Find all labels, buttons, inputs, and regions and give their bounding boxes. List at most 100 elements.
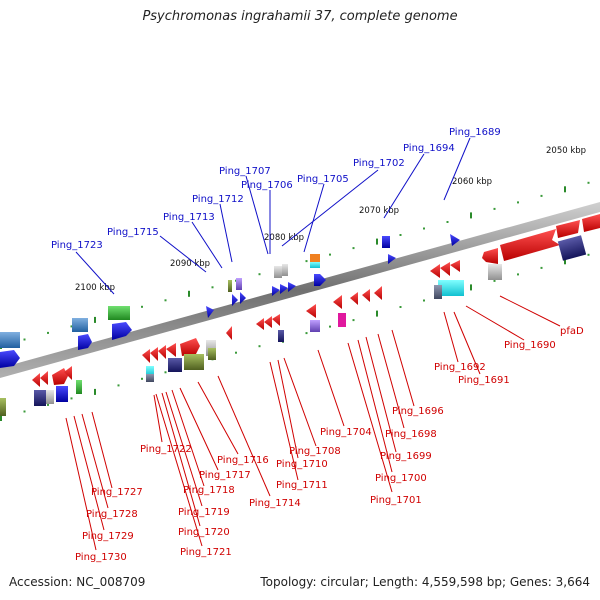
gene-feature [206,306,214,318]
gene-label: Ping_1727 [91,487,143,498]
gene-label: Ping_1701 [370,495,422,506]
gene-feature [306,304,316,318]
gene-feature [362,289,370,302]
gene-label: Ping_1708 [289,446,341,457]
gene-label: pfaD [560,326,584,337]
gene-label: Ping_1691 [458,375,510,386]
scale-tick [517,201,519,204]
scale-tick [47,331,49,334]
scale-tick [0,415,2,421]
scale-tick [540,194,543,197]
gene-label: Ping_1702 [353,158,405,169]
gene-label: Ping_1700 [375,473,427,484]
gene-label: Ping_1721 [180,547,232,558]
scale-labels: 2050 kbp 2060 kbp 2070 kbp 2080 kbp 2090… [75,146,586,293]
scale-tick [470,284,472,291]
gene-feature [388,254,396,264]
gene-feature [232,294,238,306]
gene-feature [226,326,232,340]
scale-tick [329,325,331,328]
scale-tick [258,273,261,276]
scale-tick [564,186,566,193]
accession-text: Accession: NC_008709 [9,575,146,589]
scale-tick [423,299,425,302]
gene-feature [280,284,288,294]
gene-feature [314,274,326,286]
scale-tick [117,384,120,387]
gene-feature [450,260,460,272]
gene-feature [56,386,68,402]
gene-feature [310,320,320,332]
scale-tick [446,221,449,223]
leader-lines-top [75,137,471,295]
gene-label: Ping_1712 [192,194,244,205]
gene-feature [310,254,320,262]
gene-label: Ping_1715 [107,227,159,238]
gene-feature [282,264,288,276]
scale-tick [493,279,496,282]
scale-tick [188,290,190,297]
scale-label: 2100 kbp [75,283,115,293]
gene-feature [264,316,272,328]
gene-feature [78,334,92,350]
scale-tick [517,273,519,276]
gene-feature [557,235,587,261]
gene-feature [184,354,204,370]
scale-tick [164,371,167,374]
gene-feature [434,285,442,299]
scale-tick [540,266,543,269]
gene-label: Ping_1717 [199,470,251,481]
gene-feature [450,234,460,246]
gene-feature [208,348,216,360]
scale-tick [23,338,26,341]
gene-label: Ping_1718 [183,485,235,496]
gene-label: Ping_1730 [75,552,127,563]
gene-feature [112,322,132,340]
gene-feature [256,318,264,330]
gene-labels-bottom: pfaD Ping_1690 Ping_1691 Ping_1692 Ping_… [75,326,584,563]
scale-label: 2080 kbp [264,233,304,243]
gene-feature [310,262,320,268]
scale-label: 2050 kbp [546,146,586,156]
gene-label: Ping_1716 [217,455,269,466]
gene-feature [180,338,200,356]
gene-feature [34,390,46,406]
gene-feature [338,313,346,327]
gene-feature [166,343,176,357]
scale-tick [587,181,590,184]
scale-tick [258,345,261,348]
gene-label: Ping_1696 [392,406,444,417]
scale-tick [587,253,590,256]
gene-feature [350,292,358,305]
gene-feature [278,330,284,342]
scale-tick [376,310,378,317]
gene-feature [76,380,82,394]
gene-label: Ping_1729 [82,531,134,542]
scale-tick [399,234,402,236]
gene-label: Ping_1720 [178,527,230,538]
scale-tick [493,207,496,210]
gene-feature [288,282,296,292]
gene-feature [438,280,464,296]
genome-backbone [0,202,600,378]
scale-tick [329,253,331,256]
gene-label: Ping_1699 [380,451,432,462]
scale-tick [564,258,566,265]
gene-feature [0,350,20,368]
gene-feature [488,264,502,280]
scale-tick [70,397,73,400]
scale-tick [399,306,402,308]
gene-feature [150,347,158,361]
scale-label: 2090 kbp [170,259,210,269]
gene-label: Ping_1706 [241,180,293,191]
gene-feature [72,318,88,332]
gene-feature [40,371,48,385]
gene-label: Ping_1711 [276,480,328,491]
gene-feature [142,349,150,363]
gene-feature [108,306,130,320]
gene-feature [333,295,342,309]
gene-label: Ping_1710 [276,459,328,470]
genome-stats-text: Topology: circular; Length: 4,559,598 bp… [260,575,590,589]
gene-feature [440,262,450,276]
scale-tick [305,260,308,263]
